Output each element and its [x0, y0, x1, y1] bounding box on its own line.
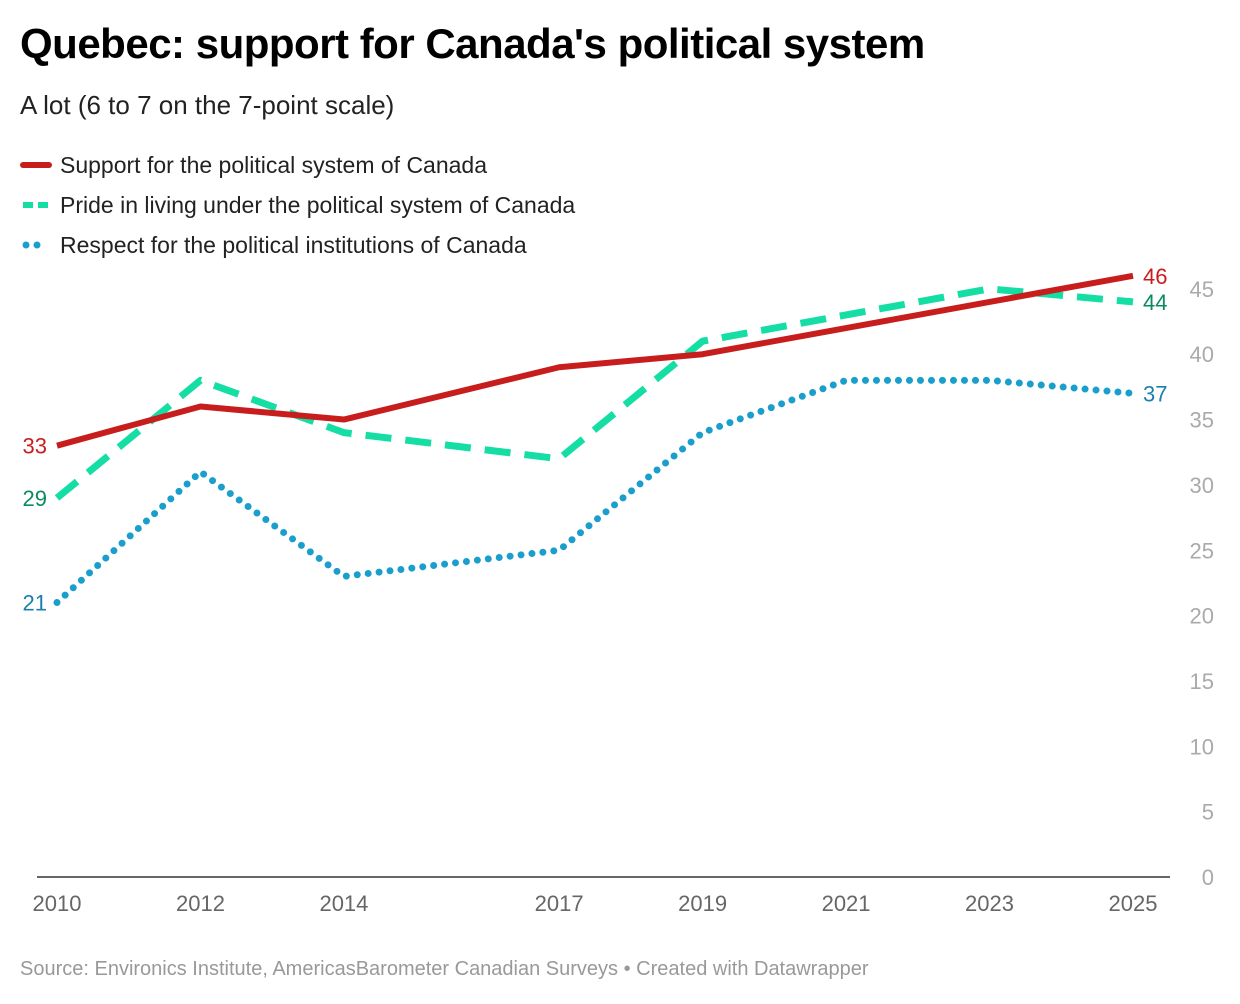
- start-value-label: 21: [23, 591, 47, 616]
- legend: Support for the political system of Cana…: [20, 145, 575, 265]
- y-tick-label: 30: [1190, 473, 1214, 498]
- start-value-label: 29: [23, 486, 47, 511]
- chart-title: Quebec: support for Canada's political s…: [20, 20, 925, 67]
- legend-label: Respect for the political institutions o…: [60, 231, 527, 258]
- x-tick-label: 2023: [965, 891, 1014, 916]
- y-tick-label: 20: [1190, 604, 1214, 629]
- legend-item: Support for the political system of Cana…: [20, 145, 575, 185]
- y-tick-label: 10: [1190, 734, 1214, 759]
- x-tick-label: 2019: [678, 891, 727, 916]
- legend-swatch-icon: [20, 162, 52, 168]
- end-value-label: 46: [1143, 264, 1167, 289]
- legend-label: Pride in living under the political syst…: [60, 191, 576, 218]
- series-line-dashed: [54, 285, 1134, 501]
- x-tick-label: 2021: [822, 891, 871, 916]
- y-tick-label: 40: [1190, 342, 1214, 367]
- y-tick-label: 0: [1202, 865, 1214, 890]
- legend-item: Pride in living under the political syst…: [20, 185, 575, 225]
- chart-subtitle: A lot (6 to 7 on the 7-point scale): [20, 90, 395, 120]
- legend-swatch-icon: [23, 202, 49, 208]
- y-tick-label: 5: [1202, 800, 1214, 825]
- legend-label: Support for the political system of Cana…: [60, 151, 488, 178]
- end-value-label: 44: [1143, 290, 1167, 315]
- series-line-dotted: [53, 376, 1137, 607]
- x-tick-label: 2012: [176, 891, 225, 916]
- legend-swatch-icon: [22, 241, 41, 249]
- y-tick-label: 35: [1190, 408, 1214, 433]
- source-note: Source: Environics Institute, AmericasBa…: [20, 958, 869, 980]
- x-tick-label: 2014: [319, 891, 368, 916]
- y-tick-label: 15: [1190, 669, 1214, 694]
- start-value-label: 33: [23, 434, 47, 459]
- end-value-label: 37: [1143, 381, 1167, 406]
- y-tick-label: 45: [1190, 277, 1214, 302]
- series-line-solid: [56, 272, 1134, 449]
- y-tick-label: 25: [1190, 538, 1214, 563]
- x-tick-label: 2025: [1109, 891, 1158, 916]
- legend-item: Respect for the political institutions o…: [20, 225, 575, 265]
- x-tick-label: 2017: [535, 891, 584, 916]
- x-tick-label: 2010: [33, 891, 82, 916]
